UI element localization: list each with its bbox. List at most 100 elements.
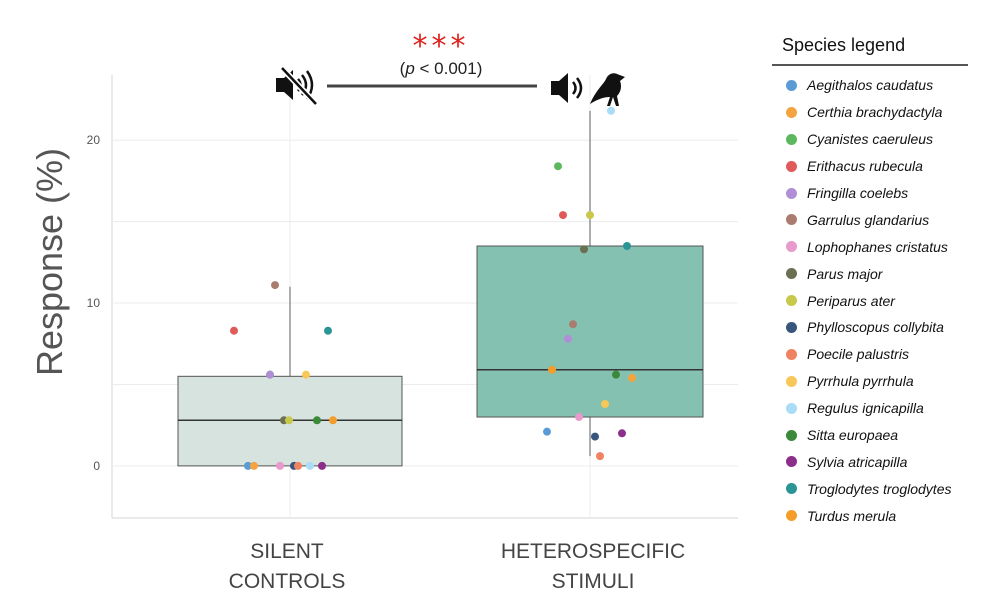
boxes <box>177 110 704 467</box>
legend-item: Troglodytes troglodytes <box>772 475 968 502</box>
data-point <box>601 399 609 408</box>
y-tick-label: 10 <box>87 296 101 310</box>
legend-item: Poecile palustris <box>772 341 968 368</box>
legend-label: Pyrrhula pyrrhula <box>807 373 914 390</box>
data-point <box>294 461 302 470</box>
legend-swatch <box>786 160 797 172</box>
legend-label: Sylvia atricapilla <box>807 453 908 470</box>
data-point <box>575 413 583 422</box>
legend-swatch <box>786 241 797 253</box>
data-point <box>628 373 636 382</box>
data-point <box>318 461 326 470</box>
x-label-silent-line2: CONTROLS <box>229 570 346 593</box>
speaker-sound-icon <box>551 73 583 103</box>
data-point <box>543 427 551 436</box>
legend-title: Species legend <box>782 35 906 55</box>
legend-item: Pyrrhula pyrrhula <box>772 368 968 395</box>
data-point <box>559 211 567 220</box>
legend-label: Erithacus rubecula <box>807 158 923 175</box>
legend-label: Troglodytes troglodytes <box>807 480 952 497</box>
data-point <box>276 461 284 470</box>
bird-icon <box>590 73 625 106</box>
legend-swatch <box>786 402 797 414</box>
x-label-hetero-line2: STIMULI <box>552 570 635 593</box>
speaker-muted-icon <box>276 65 319 107</box>
y-axis-label: Response (%) <box>29 148 70 376</box>
legend-label: Sitta europaea <box>807 427 899 444</box>
legend-label: Certhia brachydactyla <box>807 104 943 121</box>
data-point <box>580 245 588 254</box>
legend-swatch <box>786 456 797 468</box>
legend-label: Aegithalos caudatus <box>807 77 934 94</box>
data-point <box>612 370 620 379</box>
legend-swatch <box>786 375 797 387</box>
box-hetero <box>476 110 704 457</box>
legend-item: Parus major <box>772 260 968 287</box>
significance-stars: *** <box>413 29 470 64</box>
legend-item: Certhia brachydactyla <box>772 99 968 126</box>
y-tick-label: 0 <box>93 459 100 473</box>
data-point <box>329 416 337 425</box>
data-point <box>618 429 626 438</box>
legend-item: Lophophanes cristatus <box>772 233 968 260</box>
data-point <box>569 320 577 329</box>
legend-item: Sylvia atricapilla <box>772 448 968 475</box>
legend-item: Phylloscopus collybita <box>772 314 968 341</box>
box-iqr <box>476 245 704 418</box>
data-point <box>623 242 631 251</box>
legend-swatch <box>786 321 797 333</box>
legend-swatch <box>786 214 797 226</box>
legend-item: Cyanistes caeruleus <box>772 126 968 153</box>
data-point <box>285 416 293 425</box>
data-point <box>250 461 258 470</box>
box-silent <box>177 286 403 467</box>
legend-label: Lophophanes cristatus <box>807 238 948 255</box>
data-point <box>607 106 615 115</box>
data-point <box>302 370 310 379</box>
legend-item: Aegithalos caudatus <box>772 72 968 99</box>
legend-swatch <box>786 133 797 145</box>
x-label-hetero-line1: HETEROSPECIFIC <box>501 540 685 563</box>
data-point <box>554 162 562 171</box>
legend-label: Garrulus glandarius <box>807 211 930 228</box>
legend-swatch <box>786 483 797 495</box>
legend-label: Cyanistes caeruleus <box>807 131 934 148</box>
x-label-silent-line1: SILENT <box>250 540 324 563</box>
y-tick-label: 20 <box>87 133 101 147</box>
legend-swatch <box>786 348 797 360</box>
y-axis-ticks: 0 10 20 <box>87 133 101 473</box>
legend-label: Fringilla coelebs <box>807 185 909 201</box>
legend-items: Aegithalos caudatus Certhia brachydactyla… <box>772 72 968 529</box>
significance-p-value: (p < 0.001) <box>400 59 483 78</box>
data-point <box>266 370 274 379</box>
data-point <box>230 326 238 335</box>
legend-item: Periparus ater <box>772 287 968 314</box>
data-point <box>596 452 604 461</box>
data-point <box>564 334 572 343</box>
legend-item: Turdus merula <box>772 502 968 529</box>
legend-swatch <box>786 106 797 118</box>
legend-label: Periparus ater <box>807 292 895 309</box>
legend-item: Sitta europaea <box>772 422 968 449</box>
data-point <box>313 416 321 425</box>
legend-label: Turdus merula <box>807 507 897 524</box>
data-point <box>324 326 332 335</box>
data-point <box>271 281 279 290</box>
legend-swatch <box>786 295 797 307</box>
data-point <box>548 365 556 374</box>
legend-item: Garrulus glandarius <box>772 206 968 233</box>
legend-swatch <box>786 187 797 199</box>
data-point <box>244 461 252 470</box>
legend-swatch <box>786 429 797 441</box>
legend-item: Regulus ignicapilla <box>772 395 968 422</box>
data-point <box>586 211 594 220</box>
data-points <box>230 106 636 470</box>
response-boxplot: 0 10 20 Response (%) SILENT CONTROLS HETER… <box>29 29 738 593</box>
legend-label: Phylloscopus collybita <box>807 319 944 336</box>
legend-swatch <box>786 510 797 522</box>
legend-swatch <box>786 79 797 91</box>
legend-label: Poecile palustris <box>807 346 909 363</box>
legend-item: Erithacus rubecula <box>772 153 968 180</box>
data-point <box>306 461 314 470</box>
legend-divider <box>772 64 968 66</box>
